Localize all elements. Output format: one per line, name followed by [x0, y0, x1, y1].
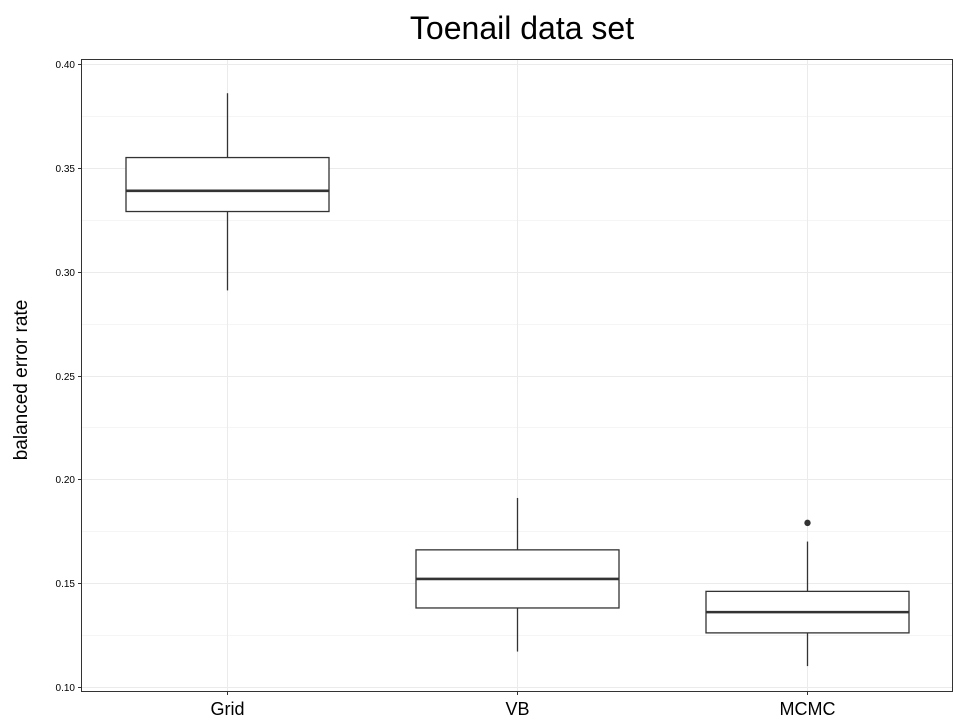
box-layer: [125, 93, 910, 667]
box-vb: [415, 497, 620, 652]
y-tick-label: 0.30: [56, 268, 76, 279]
box-grid: [125, 93, 330, 291]
x-tick-label: VB: [505, 699, 529, 719]
x-tick-label: MCMC: [780, 699, 836, 719]
y-tick-label: 0.10: [56, 683, 76, 694]
box-iqr: [125, 156, 330, 213]
y-tick-label: 0.35: [56, 164, 76, 175]
y-tick-label: 0.40: [56, 60, 76, 71]
outlier-point: [804, 519, 811, 527]
axes: 0.10 0.15 0.20 0.25 0.30 0.35 0.40 Grid VB MCMC: [56, 60, 836, 719]
y-tick-label: 0.25: [56, 372, 76, 383]
chart-title: Toenail data set: [410, 10, 634, 46]
box-mcmc: [705, 519, 910, 667]
y-tick-label: 0.15: [56, 579, 76, 590]
x-tick-label: Grid: [210, 699, 244, 719]
y-tick-label: 0.20: [56, 475, 76, 486]
y-axis-title: balanced error rate: [11, 300, 32, 461]
